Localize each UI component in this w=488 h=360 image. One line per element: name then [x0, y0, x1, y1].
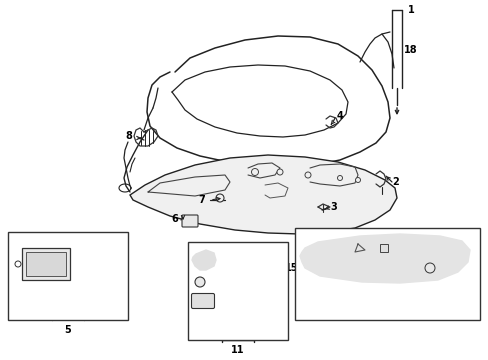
- FancyBboxPatch shape: [191, 293, 214, 309]
- Circle shape: [355, 177, 360, 183]
- Circle shape: [251, 168, 258, 176]
- Bar: [379, 244, 387, 252]
- Text: 15: 15: [284, 263, 297, 273]
- Text: 18: 18: [404, 45, 417, 55]
- Text: 12: 12: [251, 300, 264, 309]
- Text: 13: 13: [251, 256, 264, 265]
- Text: 4: 4: [336, 111, 343, 121]
- Circle shape: [276, 169, 283, 175]
- Text: 5: 5: [64, 325, 71, 335]
- Bar: [8, 232, 128, 320]
- Text: 9: 9: [84, 288, 91, 297]
- Circle shape: [305, 172, 310, 178]
- Circle shape: [15, 261, 21, 267]
- Text: 6: 6: [171, 214, 178, 224]
- Text: 1: 1: [407, 5, 413, 15]
- Polygon shape: [192, 250, 216, 270]
- Bar: [26, 252, 66, 276]
- Circle shape: [216, 194, 224, 202]
- Text: 8: 8: [125, 131, 132, 141]
- Text: 14: 14: [251, 278, 264, 287]
- Text: 7: 7: [198, 195, 204, 205]
- Bar: [22, 248, 70, 280]
- Polygon shape: [130, 155, 396, 234]
- Text: 16: 16: [329, 234, 342, 243]
- Polygon shape: [299, 234, 469, 283]
- Text: 17: 17: [447, 264, 460, 273]
- Circle shape: [195, 277, 204, 287]
- Bar: [294, 228, 479, 320]
- FancyBboxPatch shape: [182, 215, 198, 227]
- Circle shape: [337, 176, 342, 180]
- Text: 2: 2: [392, 177, 399, 187]
- Bar: [187, 242, 287, 340]
- Text: 11: 11: [231, 345, 244, 355]
- Text: 10: 10: [46, 288, 58, 297]
- Circle shape: [424, 263, 434, 273]
- Text: 3: 3: [330, 202, 337, 212]
